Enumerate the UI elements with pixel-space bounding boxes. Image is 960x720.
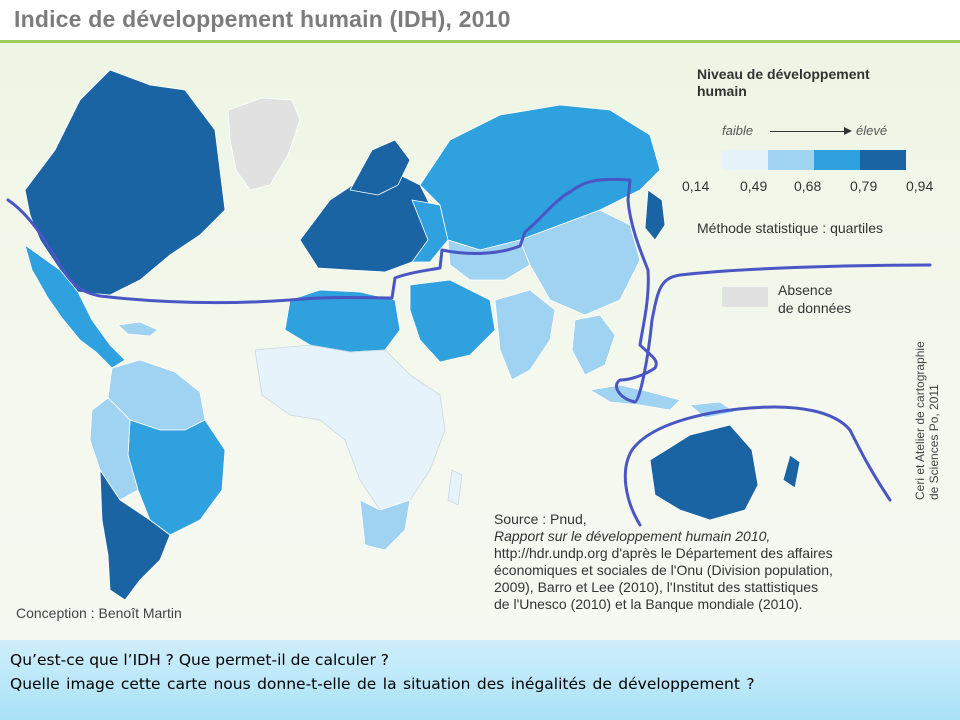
region-southern-cone xyxy=(99,468,171,601)
legend-no-data-line1: Absence xyxy=(778,282,833,298)
region-new-zealand xyxy=(782,454,801,489)
legend-threshold-2: 0,49 xyxy=(740,178,768,194)
legend-title: Niveau de développement humain xyxy=(697,66,947,100)
legend-title-line1: Niveau de développement xyxy=(697,66,870,82)
legend-swatch-very-high xyxy=(860,150,906,170)
map-area xyxy=(0,43,960,640)
legend-scale-arrow xyxy=(770,127,852,135)
conception-credit: Conception : Benoît Martin xyxy=(16,605,182,621)
legend-method: Méthode statistique : quartiles xyxy=(697,220,883,236)
oceania-divide-line xyxy=(623,405,892,527)
legend-threshold-1: 0,14 xyxy=(682,178,710,194)
legend-threshold-5: 0,94 xyxy=(906,178,934,194)
region-sub-saharan-africa xyxy=(254,344,446,511)
region-andes xyxy=(89,397,139,501)
region-china xyxy=(519,209,641,316)
legend-swatch-high xyxy=(814,150,860,170)
legend-swatch-medium xyxy=(768,150,814,170)
source-line6: de l'Unesco (2010) et la Banque mondiale… xyxy=(494,596,803,612)
region-greenland xyxy=(227,97,301,191)
map-title: Indice de développement humain (IDH), 20… xyxy=(14,6,511,32)
legend-swatches xyxy=(722,150,906,170)
credit-line2: de Sciences Po, 2011 xyxy=(927,384,941,500)
legend-threshold-4: 0,79 xyxy=(850,178,878,194)
region-scandinavia xyxy=(349,139,411,196)
question-panel xyxy=(0,640,960,720)
world-map xyxy=(6,69,932,601)
region-australia xyxy=(649,424,759,521)
map-credit: Ceri et Atelier de cartographie de Scien… xyxy=(913,280,941,500)
question-line2: Quelle image cette carte nous donne-t-el… xyxy=(10,675,755,693)
region-madagascar xyxy=(447,469,463,506)
legend-high-label: élevé xyxy=(856,123,888,138)
legend-no-data-label: Absence de données xyxy=(778,281,888,317)
source-line2: Rapport sur le développement humain 2010… xyxy=(494,528,771,544)
source-line4: économiques et sociales de l'Onu (Divisi… xyxy=(494,562,833,578)
region-middle-east xyxy=(409,279,496,363)
region-japan xyxy=(644,189,666,241)
legend-title-line2: humain xyxy=(697,83,747,99)
region-north-america xyxy=(24,69,226,296)
region-north-africa xyxy=(284,289,401,353)
source-line3: http://hdr.undp.org d'après le Départeme… xyxy=(494,545,833,561)
north-south-divide-line xyxy=(6,177,932,404)
legend-swatch-low xyxy=(722,150,768,170)
region-southeast-asia xyxy=(571,314,616,376)
source-line5: 2009), Barro et Lee (2010), l'Institut d… xyxy=(494,579,819,595)
source-block: Source : Pnud, Rapport sur le développem… xyxy=(494,511,954,613)
legend-low-label: faible xyxy=(722,123,754,138)
legend-threshold-3: 0,68 xyxy=(794,178,822,194)
region-south-asia xyxy=(494,289,556,381)
credit-line1: Ceri et Atelier de cartographie xyxy=(913,341,927,500)
legend-no-data-line2: de données xyxy=(778,300,852,316)
region-caribbean xyxy=(117,321,159,337)
legend-no-data-swatch xyxy=(722,287,768,307)
region-southern-africa xyxy=(359,499,411,551)
question-line1: Qu’est-ce que l’IDH ? Que permet-il de c… xyxy=(10,651,389,669)
title-divider xyxy=(0,40,960,43)
source-line1: Source : Pnud, xyxy=(494,511,587,527)
region-indonesia xyxy=(588,384,681,411)
